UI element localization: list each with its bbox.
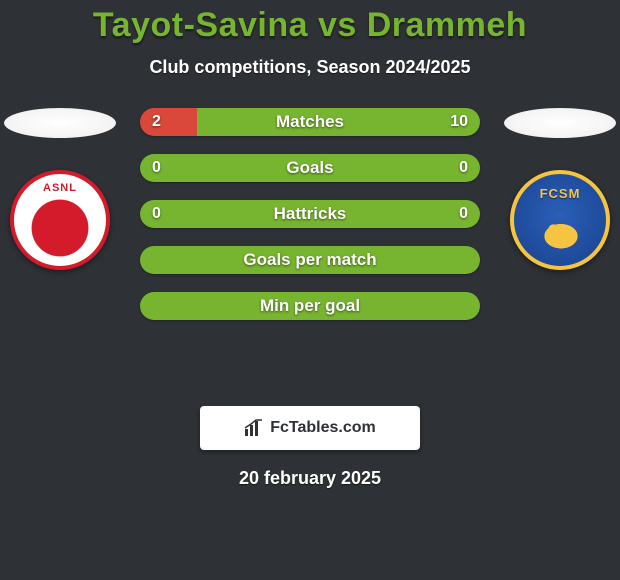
stat-bar-right-segment [310,154,480,182]
right-team-column [500,108,620,270]
page-title: Tayot-Savina vs Drammeh [0,0,620,45]
bar-chart-icon [244,419,264,437]
page-subtitle: Club competitions, Season 2024/2025 [0,57,620,78]
stat-bar: 2 10 Matches [140,108,480,136]
stat-right-value: 10 [450,113,468,131]
stat-label: Goals per match [243,250,376,270]
stat-left-value: 0 [152,205,161,223]
stat-bar: Goals per match [140,246,480,274]
stat-bar: Min per goal [140,292,480,320]
stat-bar: 0 0 Hattricks [140,200,480,228]
left-club-badge [10,170,110,270]
comparison-panel: 2 10 Matches 0 0 Goals 0 0 Hattricks Goals per ma… [0,108,620,388]
left-player-silhouette [4,108,116,138]
stat-bar-left-segment [140,108,197,136]
right-club-badge [510,170,610,270]
stat-label: Matches [276,112,344,132]
brand-badge: FcTables.com [200,406,420,450]
right-player-silhouette [504,108,616,138]
stat-left-value: 0 [152,159,161,177]
comparison-date: 20 february 2025 [200,468,420,489]
stat-bar-left-segment [140,154,310,182]
left-team-column [0,108,120,270]
stat-right-value: 0 [459,159,468,177]
footer: FcTables.com 20 february 2025 [200,406,420,489]
brand-text: FcTables.com [270,419,376,437]
stat-bars: 2 10 Matches 0 0 Goals 0 0 Hattricks Goals per ma… [140,108,480,320]
stat-label: Hattricks [274,204,347,224]
stat-label: Min per goal [260,296,360,316]
stat-right-value: 0 [459,205,468,223]
stat-label: Goals [286,158,333,178]
stat-left-value: 2 [152,113,161,131]
stat-bar: 0 0 Goals [140,154,480,182]
